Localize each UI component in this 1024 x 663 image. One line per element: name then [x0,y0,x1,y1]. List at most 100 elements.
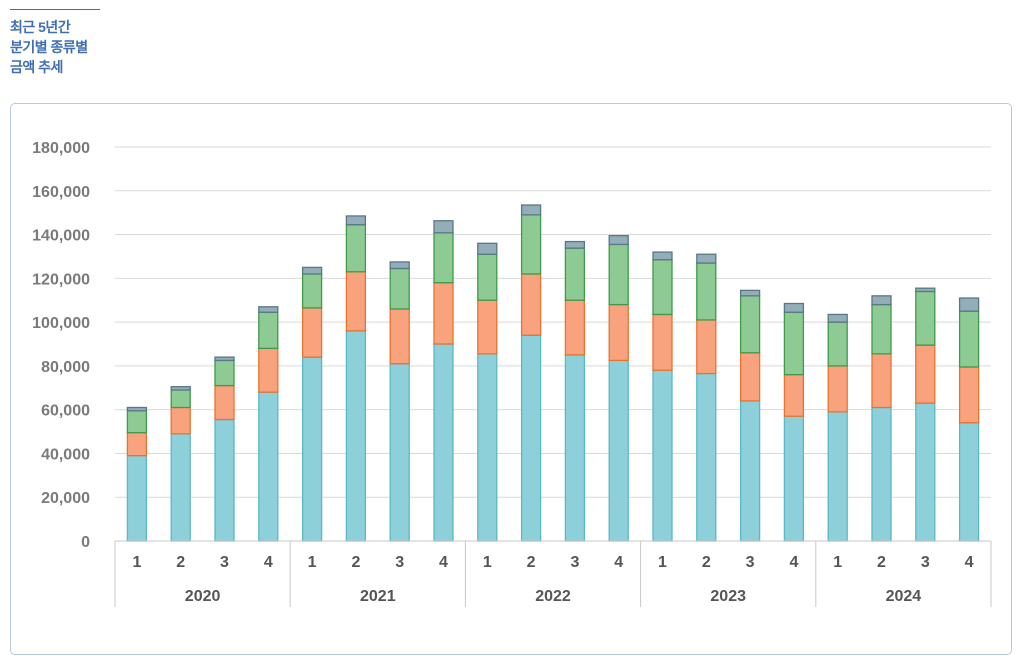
bar-segment [783,302,805,313]
bar-segment [652,369,673,542]
bar-segment [783,311,805,376]
bar-segment [564,299,586,356]
bar-segment [301,273,323,309]
bar-segment [739,400,761,542]
y-tick-label: 20,000 [41,490,90,507]
bar-segment [564,247,586,301]
bar-segment [827,321,848,367]
bar-segment [477,253,498,301]
bar-segment [739,352,761,402]
bar-segment [301,356,323,542]
bar-segment [871,406,892,542]
header-rule [10,9,100,10]
x-quarter-label: 2 [176,554,185,571]
bar-segment [871,295,892,306]
y-tick-label: 100,000 [32,315,90,332]
bar-segment [433,343,454,542]
bar-segment [214,359,235,387]
bar-segment [389,308,410,365]
bar-segment [477,242,498,255]
bar-segment [170,433,191,542]
bar-segment [214,384,235,421]
bar-segment [652,251,673,261]
bar-segment [871,353,892,409]
x-quarter-label: 3 [570,554,579,571]
bar-segment [389,363,410,542]
y-tick-label: 140,000 [32,228,90,245]
bar-segment [345,224,367,273]
chart-panel: 0 20,000 40,000 60,000 80,000 100,000 120,000 1… [10,103,1012,655]
bar-segment [170,389,191,409]
x-quarter-label: 2 [702,554,711,571]
x-year-label: 2023 [710,588,746,605]
bar-segment [389,267,410,310]
x-quarter-label: 3 [395,554,404,571]
bar-segment [258,306,279,313]
bar-segment [301,307,323,358]
bar-segment [871,303,892,355]
x-quarter-label: 4 [614,554,623,571]
chart-heading: 최근 5년간 분기별 종류별 금액 추세 [10,17,120,77]
bar-segment [608,359,629,542]
bar-segment [696,262,717,321]
y-tick-label: 60,000 [41,403,90,420]
bar-segment [126,406,148,412]
bar-segment [126,431,148,457]
bar-segment [564,240,586,249]
y-tick-label: 40,000 [41,446,90,463]
bar-segment [915,290,936,346]
bar-segment [915,402,936,542]
bar-segment [696,253,717,264]
x-quarter-label: 2 [877,554,886,571]
y-tick-label: 0 [81,534,90,551]
x-quarter-label: 1 [833,554,842,571]
chart-heading-line-3: 금액 추세 [10,59,63,75]
bar-segment [170,386,191,391]
x-quarter-label: 4 [965,554,974,571]
bar-segment [915,344,936,404]
bar-segment [214,418,235,542]
bar-segment [958,297,980,312]
x-year-label: 2020 [185,588,221,605]
bar-segment [520,334,542,542]
y-tick-label: 120,000 [32,271,90,288]
bar-segment [345,215,367,226]
bar-segment [214,356,235,362]
x-quarter-label: 3 [921,554,930,571]
bar-segment [608,303,629,362]
x-year-label: 2021 [360,588,396,605]
bar-segment [170,406,191,435]
bar-segment [345,271,367,332]
y-tick-label: 160,000 [32,184,90,201]
bar-segment [827,365,848,413]
bar-segment [520,204,542,216]
bar-segment [958,366,980,424]
bar-segment [827,411,848,542]
x-quarter-label: 1 [308,554,317,571]
x-quarter-label: 4 [439,554,448,571]
bar-segment [477,353,498,542]
bar-segment [564,354,586,542]
x-year-label: 2022 [535,588,571,605]
bar-segment [783,415,805,542]
bar-segment [696,372,717,542]
x-quarter-label: 2 [351,554,360,571]
stacked-bar-chart: 0 20,000 40,000 60,000 80,000 100,000 120,000 1… [32,140,992,607]
bar-segment [696,319,717,375]
x-quarter-label: 4 [264,554,273,571]
bar-segment [433,220,454,234]
bar-segment [301,266,323,275]
bar-segment [739,295,761,354]
bar-segment [652,259,673,316]
bar-segment [827,313,848,323]
bar-segment [126,454,148,542]
x-quarter-label: 3 [746,554,755,571]
bar-segment [958,310,980,368]
bar-segment [783,373,805,417]
y-tick-label: 180,000 [32,140,90,157]
bar-segment [126,410,148,434]
bar-segment [258,347,279,393]
y-tick-label: 80,000 [41,359,90,376]
bar-segment [608,234,629,246]
bar-segment [915,287,936,293]
